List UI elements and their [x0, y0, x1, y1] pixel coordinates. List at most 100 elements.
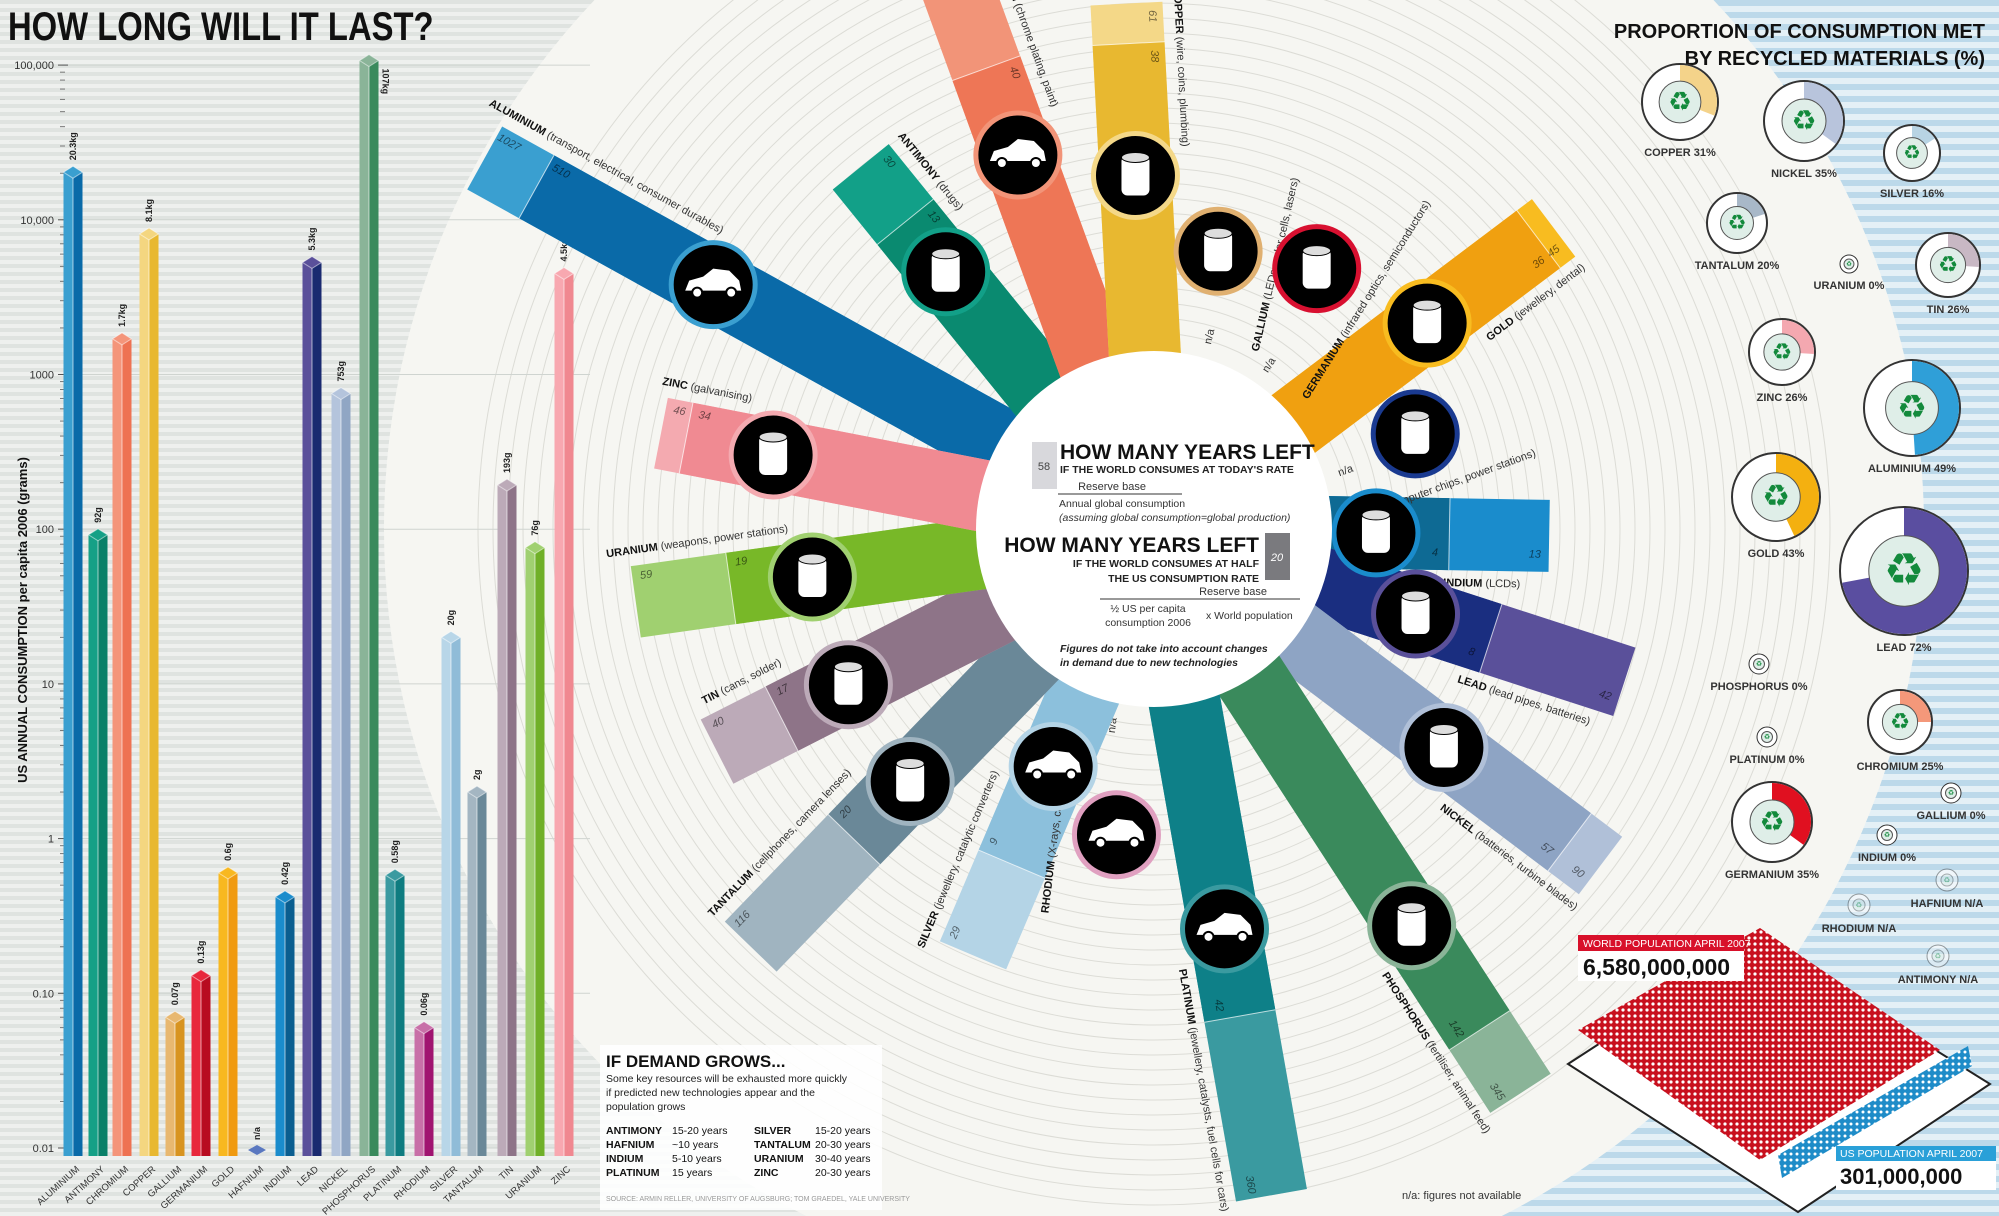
car-shape [1196, 912, 1253, 935]
pie-label: LEAD 72% [1876, 642, 1931, 654]
tin-can-icon [803, 640, 893, 730]
legend-today-sub: IF THE WORLD CONSUMES AT TODAY'S RATE [1060, 464, 1294, 476]
bar-face-right [285, 896, 295, 1156]
object-top [797, 553, 827, 565]
pie-label: ANTIMONY N/A [1898, 974, 1979, 986]
metal-uses: (LCDs) [1482, 578, 1520, 591]
pie-label: PHOSPHORUS 0% [1710, 681, 1807, 693]
pie-inner [1881, 703, 1919, 741]
demand-row: HAFNIUM ~10 years TANTALUM 20-30 years [606, 1139, 870, 1151]
metal-label-indium: INDIUM (LCDs) [1443, 577, 1520, 590]
object-top [1302, 245, 1332, 257]
wheel [1236, 930, 1249, 943]
bar-face-left [191, 975, 201, 1156]
metal-name: ZINC [661, 376, 689, 393]
pie-shape: ♻ [1915, 232, 1981, 298]
segment-divider [1204, 1009, 1276, 1023]
recycling-pie-antimony: ♻ ANTIMONY N/A [1898, 944, 1979, 986]
wheel [1031, 768, 1044, 781]
population-graphic: WORLD POPULATION APRIL 2007 6,580,000,00… [1566, 928, 1996, 1214]
pie-outline [1935, 868, 1959, 892]
pie-slice [1912, 126, 1935, 145]
value-today-rate: 46 [672, 404, 687, 418]
pie-shape: ♻ [1863, 359, 1961, 457]
bar-face-left [359, 60, 369, 1157]
pie-shape: ♻ [1763, 80, 1845, 162]
bar-value-label: 0.6g [223, 843, 233, 861]
recycling-pie-gallium: ♻ GALLIUM 0% [1916, 782, 1986, 822]
recycling-pie-hafnium: ♻ HAFNIUM N/A [1911, 868, 1983, 910]
bar-top [330, 386, 352, 401]
pie-label: RHODIUM N/A [1822, 923, 1897, 935]
pie-inner [1885, 381, 1939, 435]
pie-slice [1912, 361, 1959, 455]
object-shape [1413, 303, 1442, 344]
value-today-rate: 42 [1597, 688, 1612, 703]
bar-value-label: 0.42g [280, 862, 290, 885]
bar-value-label: 107kg [381, 69, 391, 95]
pie-label: COPPER 31% [1644, 147, 1716, 159]
bar-value-label: 753g [336, 361, 346, 382]
recycle-icon: ♻ [1856, 900, 1863, 909]
pie-slice [1782, 320, 1815, 355]
bar-top [87, 528, 109, 542]
pie-shape: ♻ [1731, 452, 1821, 542]
bar-top [413, 1021, 435, 1035]
recycle-icon: ♻ [1668, 86, 1692, 116]
bar-top [466, 785, 488, 799]
recycle-icon: ♻ [1791, 105, 1816, 136]
bar-top [553, 266, 575, 281]
wheel [1065, 768, 1078, 781]
bar-top [358, 53, 380, 68]
value-half-us-rate: 9 [987, 836, 1000, 846]
legend-today-numerator: Reserve base [1078, 481, 1146, 493]
metal-label-copper: COPPER (wire, coins, plumbing) [1171, 0, 1191, 147]
demand-body: Some key resources will be exhausted mor… [606, 1073, 848, 1085]
pie-shape: ♻ [1706, 192, 1768, 254]
pie-inner [1781, 98, 1827, 144]
na-footnote: n/a: figures not available [1402, 1190, 1521, 1202]
value-today-rate: 61 [1146, 10, 1159, 23]
bar-face-right [73, 172, 83, 1157]
metal-name: COPPER [1171, 0, 1185, 34]
bar-value-label: 0.58g [390, 840, 400, 863]
demand-metal: ANTIMONY [606, 1125, 662, 1137]
us-population-crowd [1778, 1046, 1972, 1178]
pie-inner [1751, 472, 1801, 522]
object-top [1120, 151, 1150, 163]
metal-name: INDIUM [1443, 577, 1482, 590]
wheel [995, 157, 1008, 170]
segment-divider [1479, 604, 1503, 673]
pie-label: TIN 26% [1927, 304, 1970, 316]
segment-divider [1516, 210, 1561, 269]
segment-divider [1449, 1010, 1510, 1051]
object-top [1400, 410, 1430, 422]
recycling-pies: PROPORTION OF CONSUMPTION MET BY RECYCLE… [1614, 21, 1986, 986]
object-top [895, 757, 925, 769]
recycle-icon: ♻ [1890, 709, 1910, 734]
recycling-pie-indium: ♻ INDIUM 0% [1858, 824, 1916, 864]
pie-shape: ♻ [1926, 944, 1950, 968]
object-shape [1397, 905, 1426, 946]
microchip-icon [1370, 389, 1460, 479]
world-population-value-bg [1578, 951, 1744, 981]
recycling-pie-germanium: ♻ GERMANIUM 35% [1725, 781, 1819, 881]
recycling-pie-uranium: ♻ URANIUM 0% [1814, 254, 1885, 292]
car-and-ring-icon [1180, 884, 1270, 974]
bar-top [217, 866, 239, 880]
recycle-icon: ♻ [1759, 806, 1784, 837]
segment-divider [827, 814, 881, 865]
car-and-washing-machine-icon [668, 240, 758, 330]
recycle-icon: ♻ [1903, 142, 1921, 164]
recycling-pie-phosphorus: ♻ PHOSPHORUS 0% [1710, 653, 1808, 693]
demand-body: population grows [606, 1101, 685, 1113]
object-shape [1302, 248, 1331, 289]
bar-top [440, 630, 462, 644]
half-us-swatch [1265, 533, 1290, 580]
center-legend: 58 HOW MANY YEARS LEFT IF THE WORLD CONS… [976, 351, 1332, 707]
bar-face-right [341, 393, 351, 1156]
car-icon [973, 110, 1063, 200]
segment-divider [678, 402, 694, 474]
demand-metal: PLATINUM [606, 1167, 660, 1179]
